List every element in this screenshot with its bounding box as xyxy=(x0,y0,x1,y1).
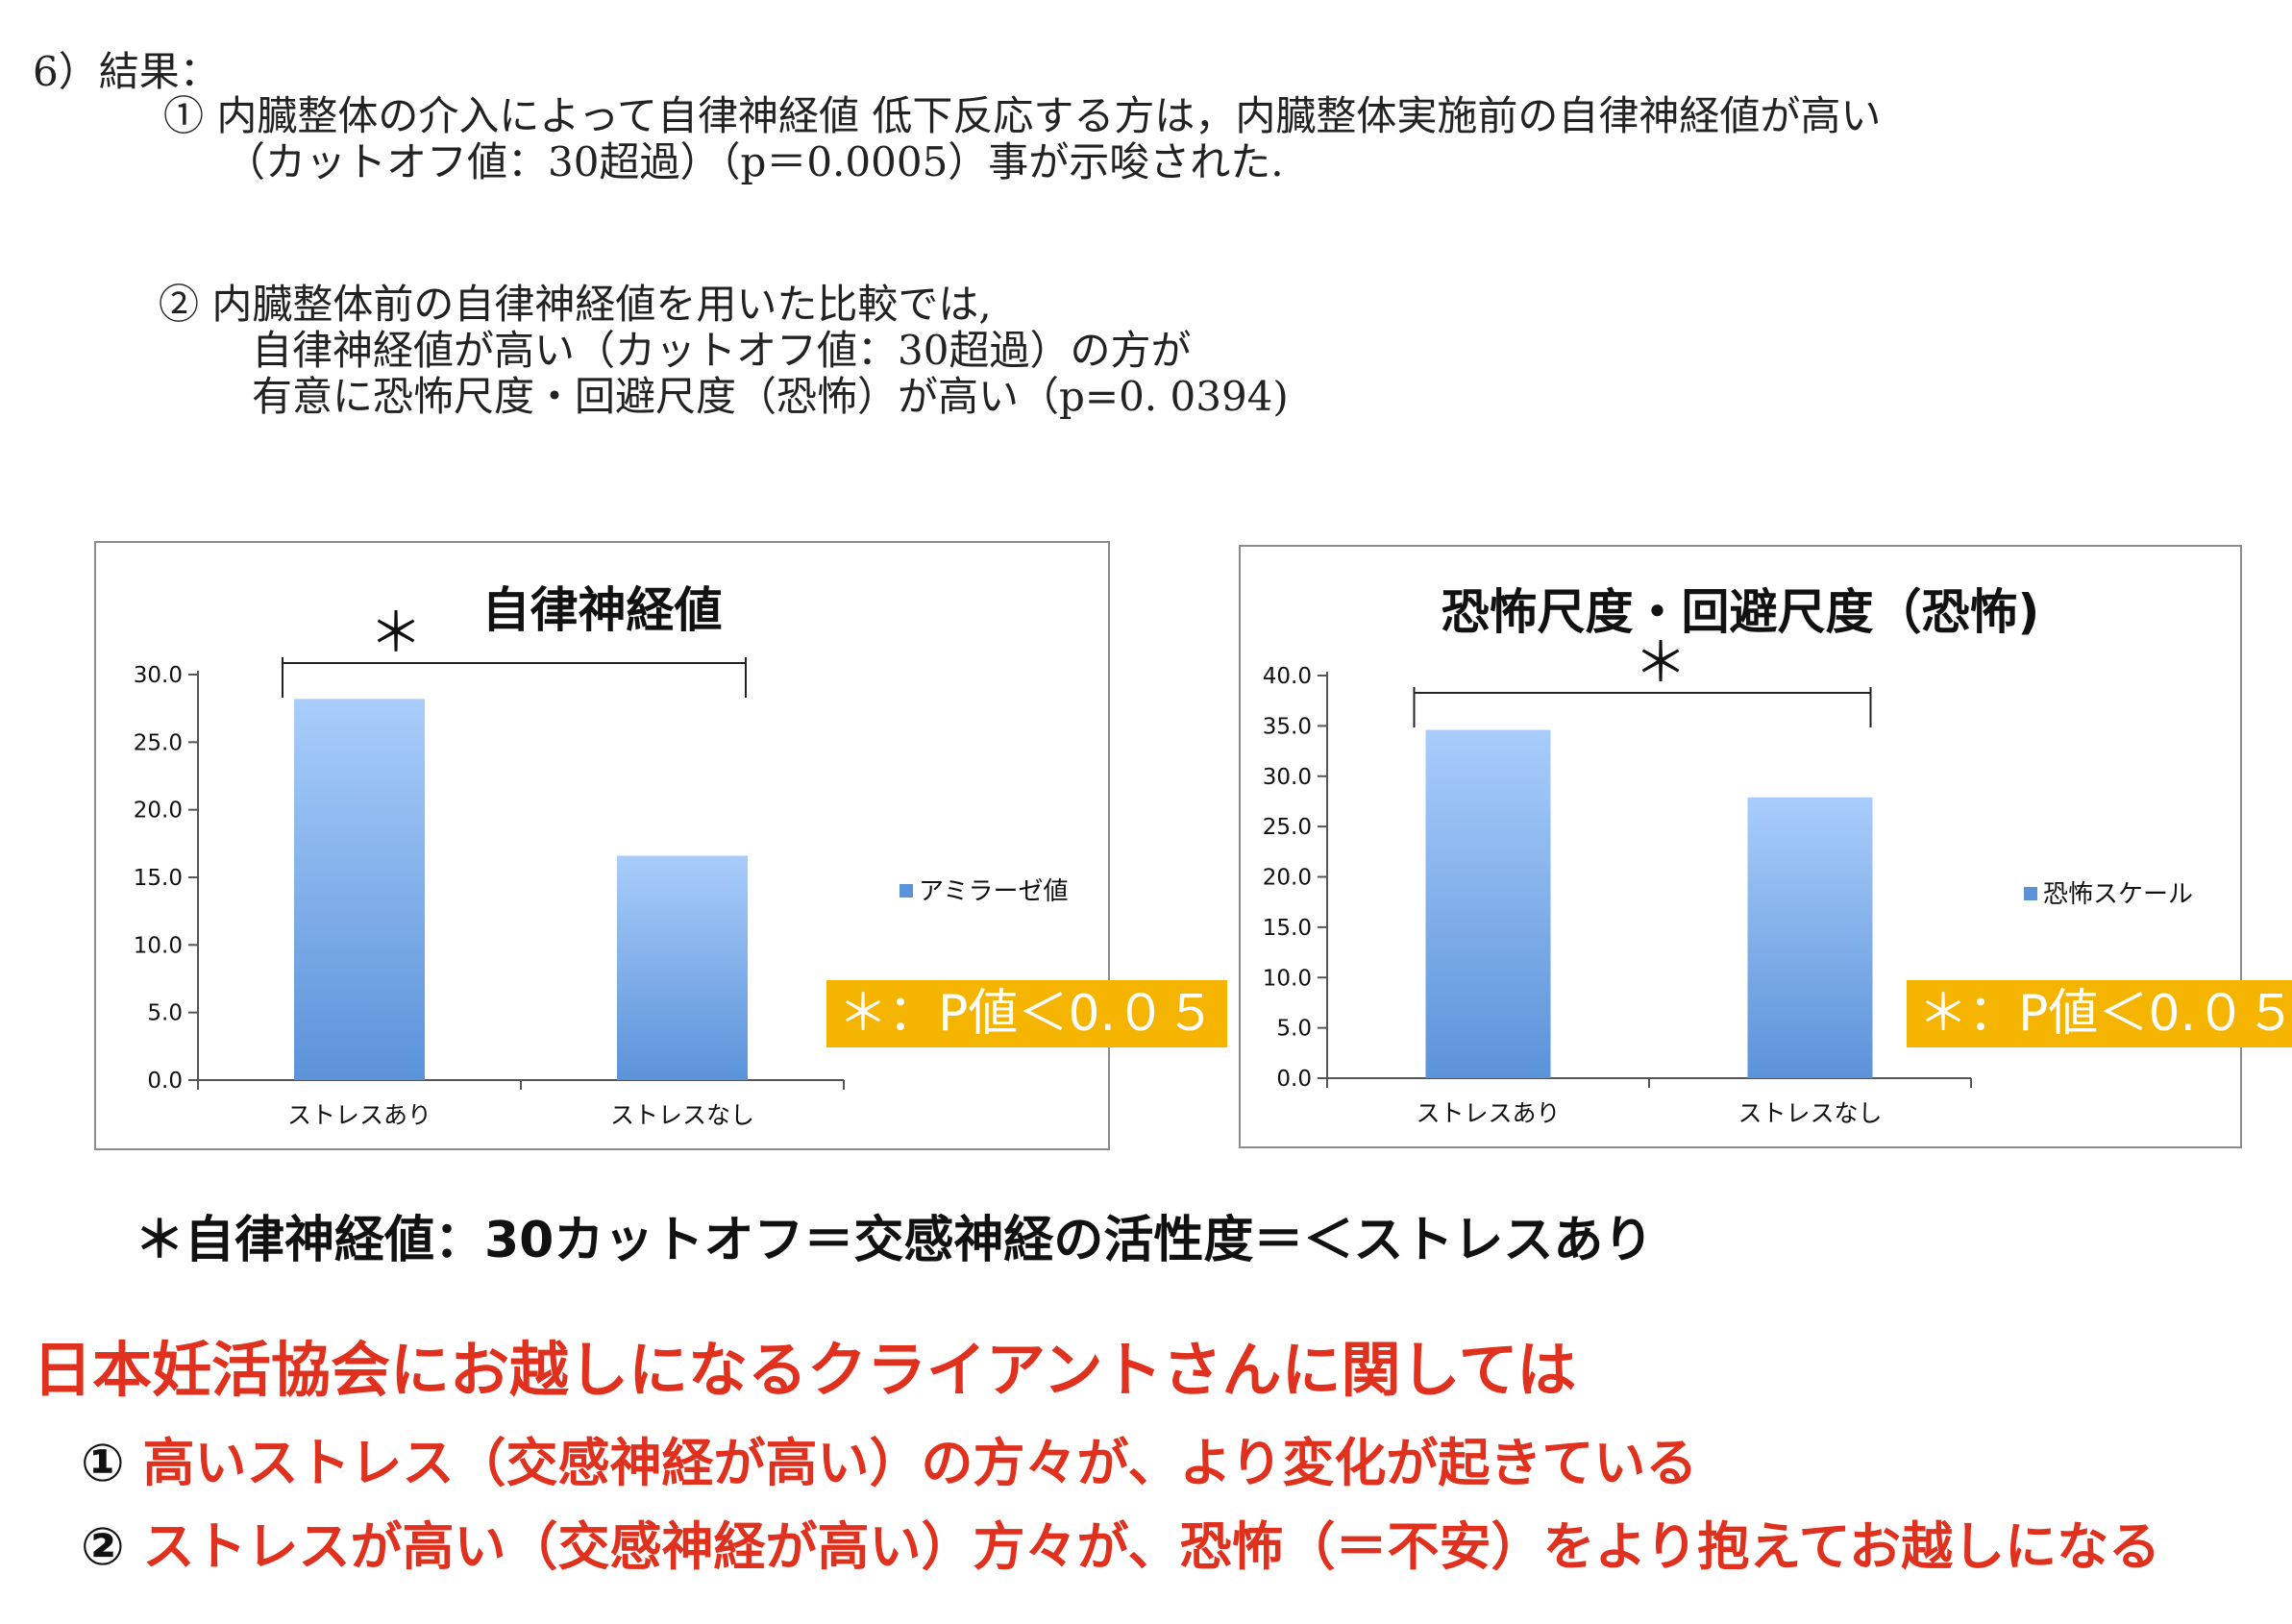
result-item-1-line-1: ① 内臓整体の介入によって自律神経値 低下反応する方は，内臓整体実施前の自律神経… xyxy=(163,92,1882,139)
chart-autonomic: 自律神経値 0.0 5.0 10.0 15.0 20.0 25.0 30.0 ストレスあり スト… xyxy=(94,541,1110,1150)
y-tick-label: 0.0 xyxy=(147,1069,183,1094)
legend-label: 恐怖スケール xyxy=(2043,880,2193,909)
bar xyxy=(1747,797,1873,1078)
chart-title: 恐怖尺度・回避尺度（恐怖) xyxy=(1441,584,2040,640)
legend-label: アミラーゼ値 xyxy=(919,877,1068,906)
significance-label-box: ＊：P値＜0.０５ xyxy=(826,980,1227,1047)
conclusion-point-2: ② ストレスが高い（交感神経が高い）方々が、恐怖（＝不安）をより抱えてお越しにな… xyxy=(81,1504,2160,1580)
legend-swatch xyxy=(900,884,913,898)
point-2-text: ストレスが高い（交感神経が高い）方々が、恐怖（＝不安）をより抱えてお越しになる xyxy=(142,1516,2161,1577)
point-2-number: ② xyxy=(81,1516,125,1577)
y-tick-label: 40.0 xyxy=(1263,664,1312,689)
chart-fear-plot: 0.0 5.0 10.0 15.0 20.0 25.0 30.0 35.0 40.0 ストレスあり… xyxy=(1263,632,2193,1127)
y-tick-label: 10.0 xyxy=(1263,966,1312,991)
result-item-1-line-2: （カットオフ値：30超過）（p＝0.0005）事が示唆された. xyxy=(225,138,1284,185)
y-tick-label: 30.0 xyxy=(134,663,183,688)
result-item-2-line-1: ② 内臓整体前の自律神経値を用いた比較では, xyxy=(159,281,992,328)
chart-title: 自律神経値 xyxy=(481,582,723,638)
x-tick-label: ストレスなし xyxy=(1737,1099,1882,1127)
significance-label-box: ＊：P値＜0.０５ xyxy=(1907,980,2292,1047)
x-tick-label: ストレスなし xyxy=(610,1101,754,1129)
y-tick-label: 35.0 xyxy=(1263,714,1312,739)
y-tick-label: 20.0 xyxy=(134,799,183,824)
y-tick-label: 0.0 xyxy=(1276,1067,1312,1092)
x-tick-label: ストレスあり xyxy=(287,1101,431,1129)
chart-autonomic-plot: 0.0 5.0 10.0 15.0 20.0 25.0 30.0 ストレスあり ストレスなし ＊ ア… xyxy=(134,603,1069,1129)
y-tick-label: 5.0 xyxy=(147,1001,183,1026)
legend-swatch xyxy=(2024,887,2037,900)
chart-fear: 恐怖尺度・回避尺度（恐怖) 0.0 5.0 10.0 15.0 20.0 25.0 30.0… xyxy=(1239,545,2242,1148)
cutoff-note: ＊自律神経値：30カットオフ＝交感神経の活性度＝＜ストレスあり xyxy=(135,1212,1654,1269)
significance-star: ＊ xyxy=(1634,632,1688,695)
x-tick-label: ストレスあり xyxy=(1416,1099,1560,1127)
y-tick-label: 25.0 xyxy=(134,730,183,755)
bar xyxy=(617,855,748,1080)
result-item-2-line-3: 有意に恐怖尺度・回避尺度（恐怖）が高い（p=0. 0394) xyxy=(252,373,1289,420)
bar xyxy=(1425,729,1551,1078)
results-heading: 6）結果： xyxy=(33,48,220,95)
y-tick-label: 5.0 xyxy=(1276,1017,1312,1042)
bar xyxy=(294,699,425,1080)
y-tick-label: 15.0 xyxy=(134,866,183,891)
y-tick-label: 25.0 xyxy=(1263,815,1312,840)
conclusion-heading: 日本妊活協会にお越しになるクライアントさんに関しては xyxy=(33,1335,1577,1405)
y-tick-label: 20.0 xyxy=(1263,866,1312,891)
conclusion-point-1: ① 高いストレス（交感神経が高い）の方々が、より変化が起きている xyxy=(81,1420,1697,1496)
significance-star: ＊ xyxy=(369,603,423,665)
point-1-number: ① xyxy=(81,1433,125,1493)
point-1-text: 高いストレス（交感神経が高い）の方々が、より変化が起きている xyxy=(142,1433,1698,1493)
y-tick-label: 30.0 xyxy=(1263,765,1312,790)
y-tick-label: 10.0 xyxy=(134,933,183,958)
result-item-2-line-2: 自律神経値が高い（カットオフ値：30超過）の方が xyxy=(252,327,1192,374)
y-tick-label: 15.0 xyxy=(1263,916,1312,941)
